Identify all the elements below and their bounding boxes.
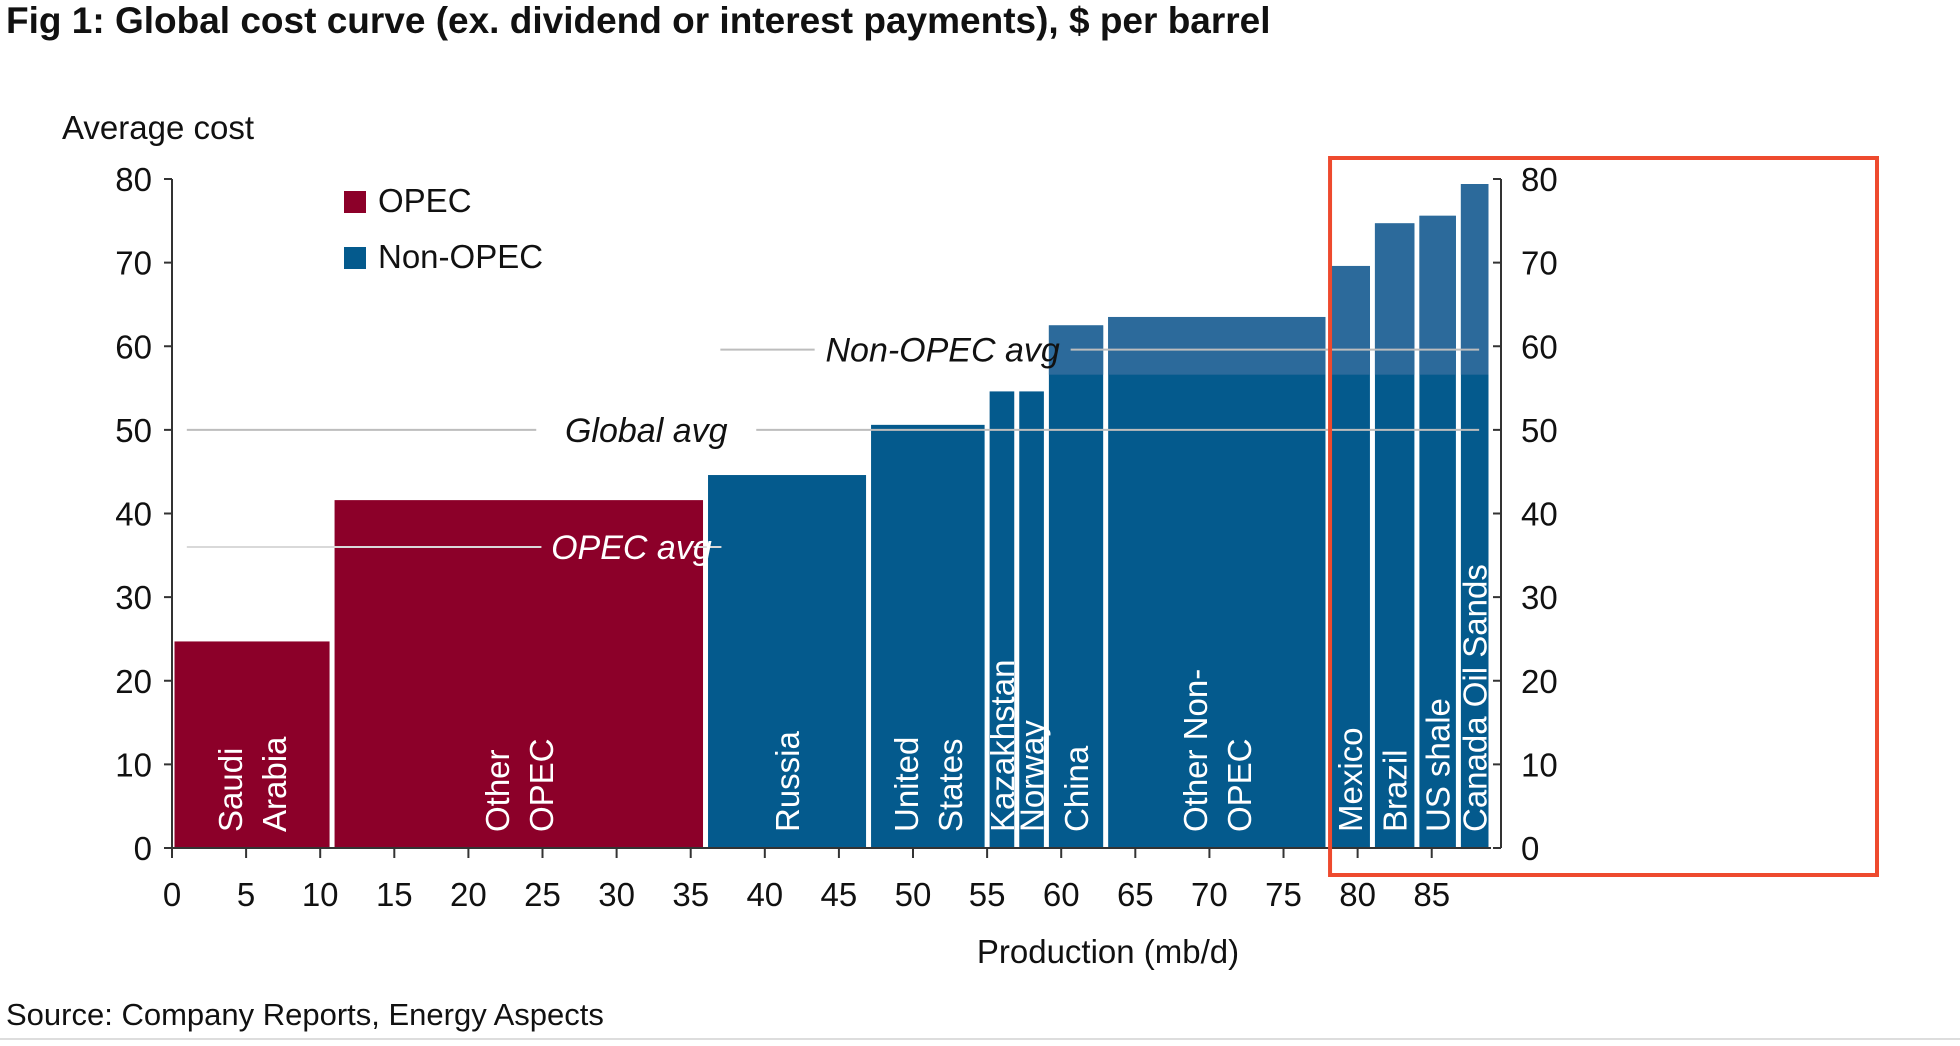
y-tick-label-left: 50 xyxy=(115,412,152,449)
y-tick-label-left: 80 xyxy=(115,161,152,198)
bar-other-opec xyxy=(334,500,704,847)
highlight-box xyxy=(1328,156,1879,877)
y-tick-label-right: 40 xyxy=(1521,496,1558,533)
figure-title: Fig 1: Global cost curve (ex. dividend o… xyxy=(6,0,1271,41)
legend-swatch xyxy=(344,191,366,213)
bar-united-states xyxy=(871,424,985,847)
y-tick-label-left: 30 xyxy=(115,579,152,616)
y-tick-label-right: 60 xyxy=(1521,328,1558,365)
bar-label: OPEC xyxy=(523,738,560,832)
x-tick-label: 40 xyxy=(746,876,783,913)
x-tick-label: 30 xyxy=(598,876,635,913)
cost-curve-chart: Saudi Arabia Other OPEC Russia United States Ka… xyxy=(62,109,1879,970)
y-tick-label-left: 40 xyxy=(115,496,152,533)
reference-lines-layer: OPEC avg Global avg Non-OPEC avg xyxy=(186,332,1480,567)
bar-china xyxy=(1048,325,1104,847)
bar-labels-layer: Saudi Arabia Other OPEC Russia United States Ka… xyxy=(212,564,1494,832)
bar-saudi-arabia xyxy=(174,641,330,847)
x-tick-label: 10 xyxy=(302,876,339,913)
bottom-rule xyxy=(0,1038,1960,1040)
bar-upper-shade xyxy=(1330,265,1370,375)
legend-label: Non-OPEC xyxy=(378,238,543,275)
y-tick-label-right: 10 xyxy=(1521,746,1558,783)
bars-layer xyxy=(174,184,1489,848)
bar-russia xyxy=(708,475,867,847)
bar-label: Canada Oil Sands xyxy=(1457,564,1494,832)
y-tick-label-right: 80 xyxy=(1521,161,1558,198)
x-tick-label: 60 xyxy=(1043,876,1080,913)
bar-upper-shade xyxy=(1108,316,1326,375)
source-note: Source: Company Reports, Energy Aspects xyxy=(6,997,604,1032)
x-tick-label: 45 xyxy=(821,876,858,913)
bar-label: United xyxy=(888,737,925,832)
bar-upper-shade xyxy=(1460,184,1489,375)
bar-label: Arabia xyxy=(256,736,293,832)
highlight-layer xyxy=(1328,156,1879,877)
x-tick-label: 65 xyxy=(1117,876,1154,913)
bar-label: Kazakhstan xyxy=(984,660,1021,832)
x-tick-label: 55 xyxy=(969,876,1006,913)
y-tick-label-left: 70 xyxy=(115,245,152,282)
x-tick-label: 35 xyxy=(672,876,709,913)
legend-label: OPEC xyxy=(378,182,472,219)
y-tick-label-right: 20 xyxy=(1521,663,1558,700)
y-tick-label-left: 20 xyxy=(115,663,152,700)
y-tick-label-left: 60 xyxy=(115,328,152,365)
ref-line-label: Non-OPEC avg xyxy=(825,332,1059,370)
bar-label: Russia xyxy=(769,730,806,832)
bar-kazakhstan xyxy=(989,391,1015,847)
x-tick-label: 15 xyxy=(376,876,413,913)
bar-label: Mexico xyxy=(1332,727,1369,832)
y-tick-label-right: 70 xyxy=(1521,245,1558,282)
x-tick-label: 0 xyxy=(163,876,181,913)
y-axis-title: Average cost xyxy=(62,109,254,146)
legend: OPEC Non-OPEC xyxy=(344,182,543,275)
bar-upper-shade xyxy=(1419,215,1456,375)
y-tick-label-right: 50 xyxy=(1521,412,1558,449)
x-axis-title: Production (mb/d) xyxy=(977,933,1239,970)
x-tick-label: 20 xyxy=(450,876,487,913)
bar-upper-shade xyxy=(1374,223,1415,375)
y-tick-label-left: 10 xyxy=(115,746,152,783)
bar-label: Brazil xyxy=(1377,749,1414,832)
ref-line-label: OPEC avg xyxy=(551,529,712,567)
bar-other-non-opec xyxy=(1108,316,1326,847)
x-tick-label: 50 xyxy=(895,876,932,913)
x-tick-label: 75 xyxy=(1265,876,1302,913)
x-tick-label: 5 xyxy=(237,876,255,913)
x-tick-label: 70 xyxy=(1191,876,1228,913)
bar-label: Norway xyxy=(1014,720,1051,832)
x-tick-label: 80 xyxy=(1339,876,1376,913)
bar-norway xyxy=(1019,391,1044,847)
bar-label: China xyxy=(1058,745,1095,832)
bar-label: US shale xyxy=(1420,698,1457,832)
x-tick-label: 25 xyxy=(524,876,561,913)
bar-label: States xyxy=(932,738,969,832)
bar-label: Other Non- xyxy=(1177,669,1214,832)
x-tick-label: 85 xyxy=(1413,876,1450,913)
y-tick-label-left: 0 xyxy=(134,830,152,867)
bar-label: Saudi xyxy=(212,748,249,832)
y-tick-label-right: 30 xyxy=(1521,579,1558,616)
bar-label: OPEC xyxy=(1221,738,1258,832)
bar-label: Other xyxy=(479,749,516,832)
legend-swatch xyxy=(344,247,366,269)
y-tick-label-right: 0 xyxy=(1521,830,1539,867)
ref-line-label: Global avg xyxy=(565,412,728,450)
